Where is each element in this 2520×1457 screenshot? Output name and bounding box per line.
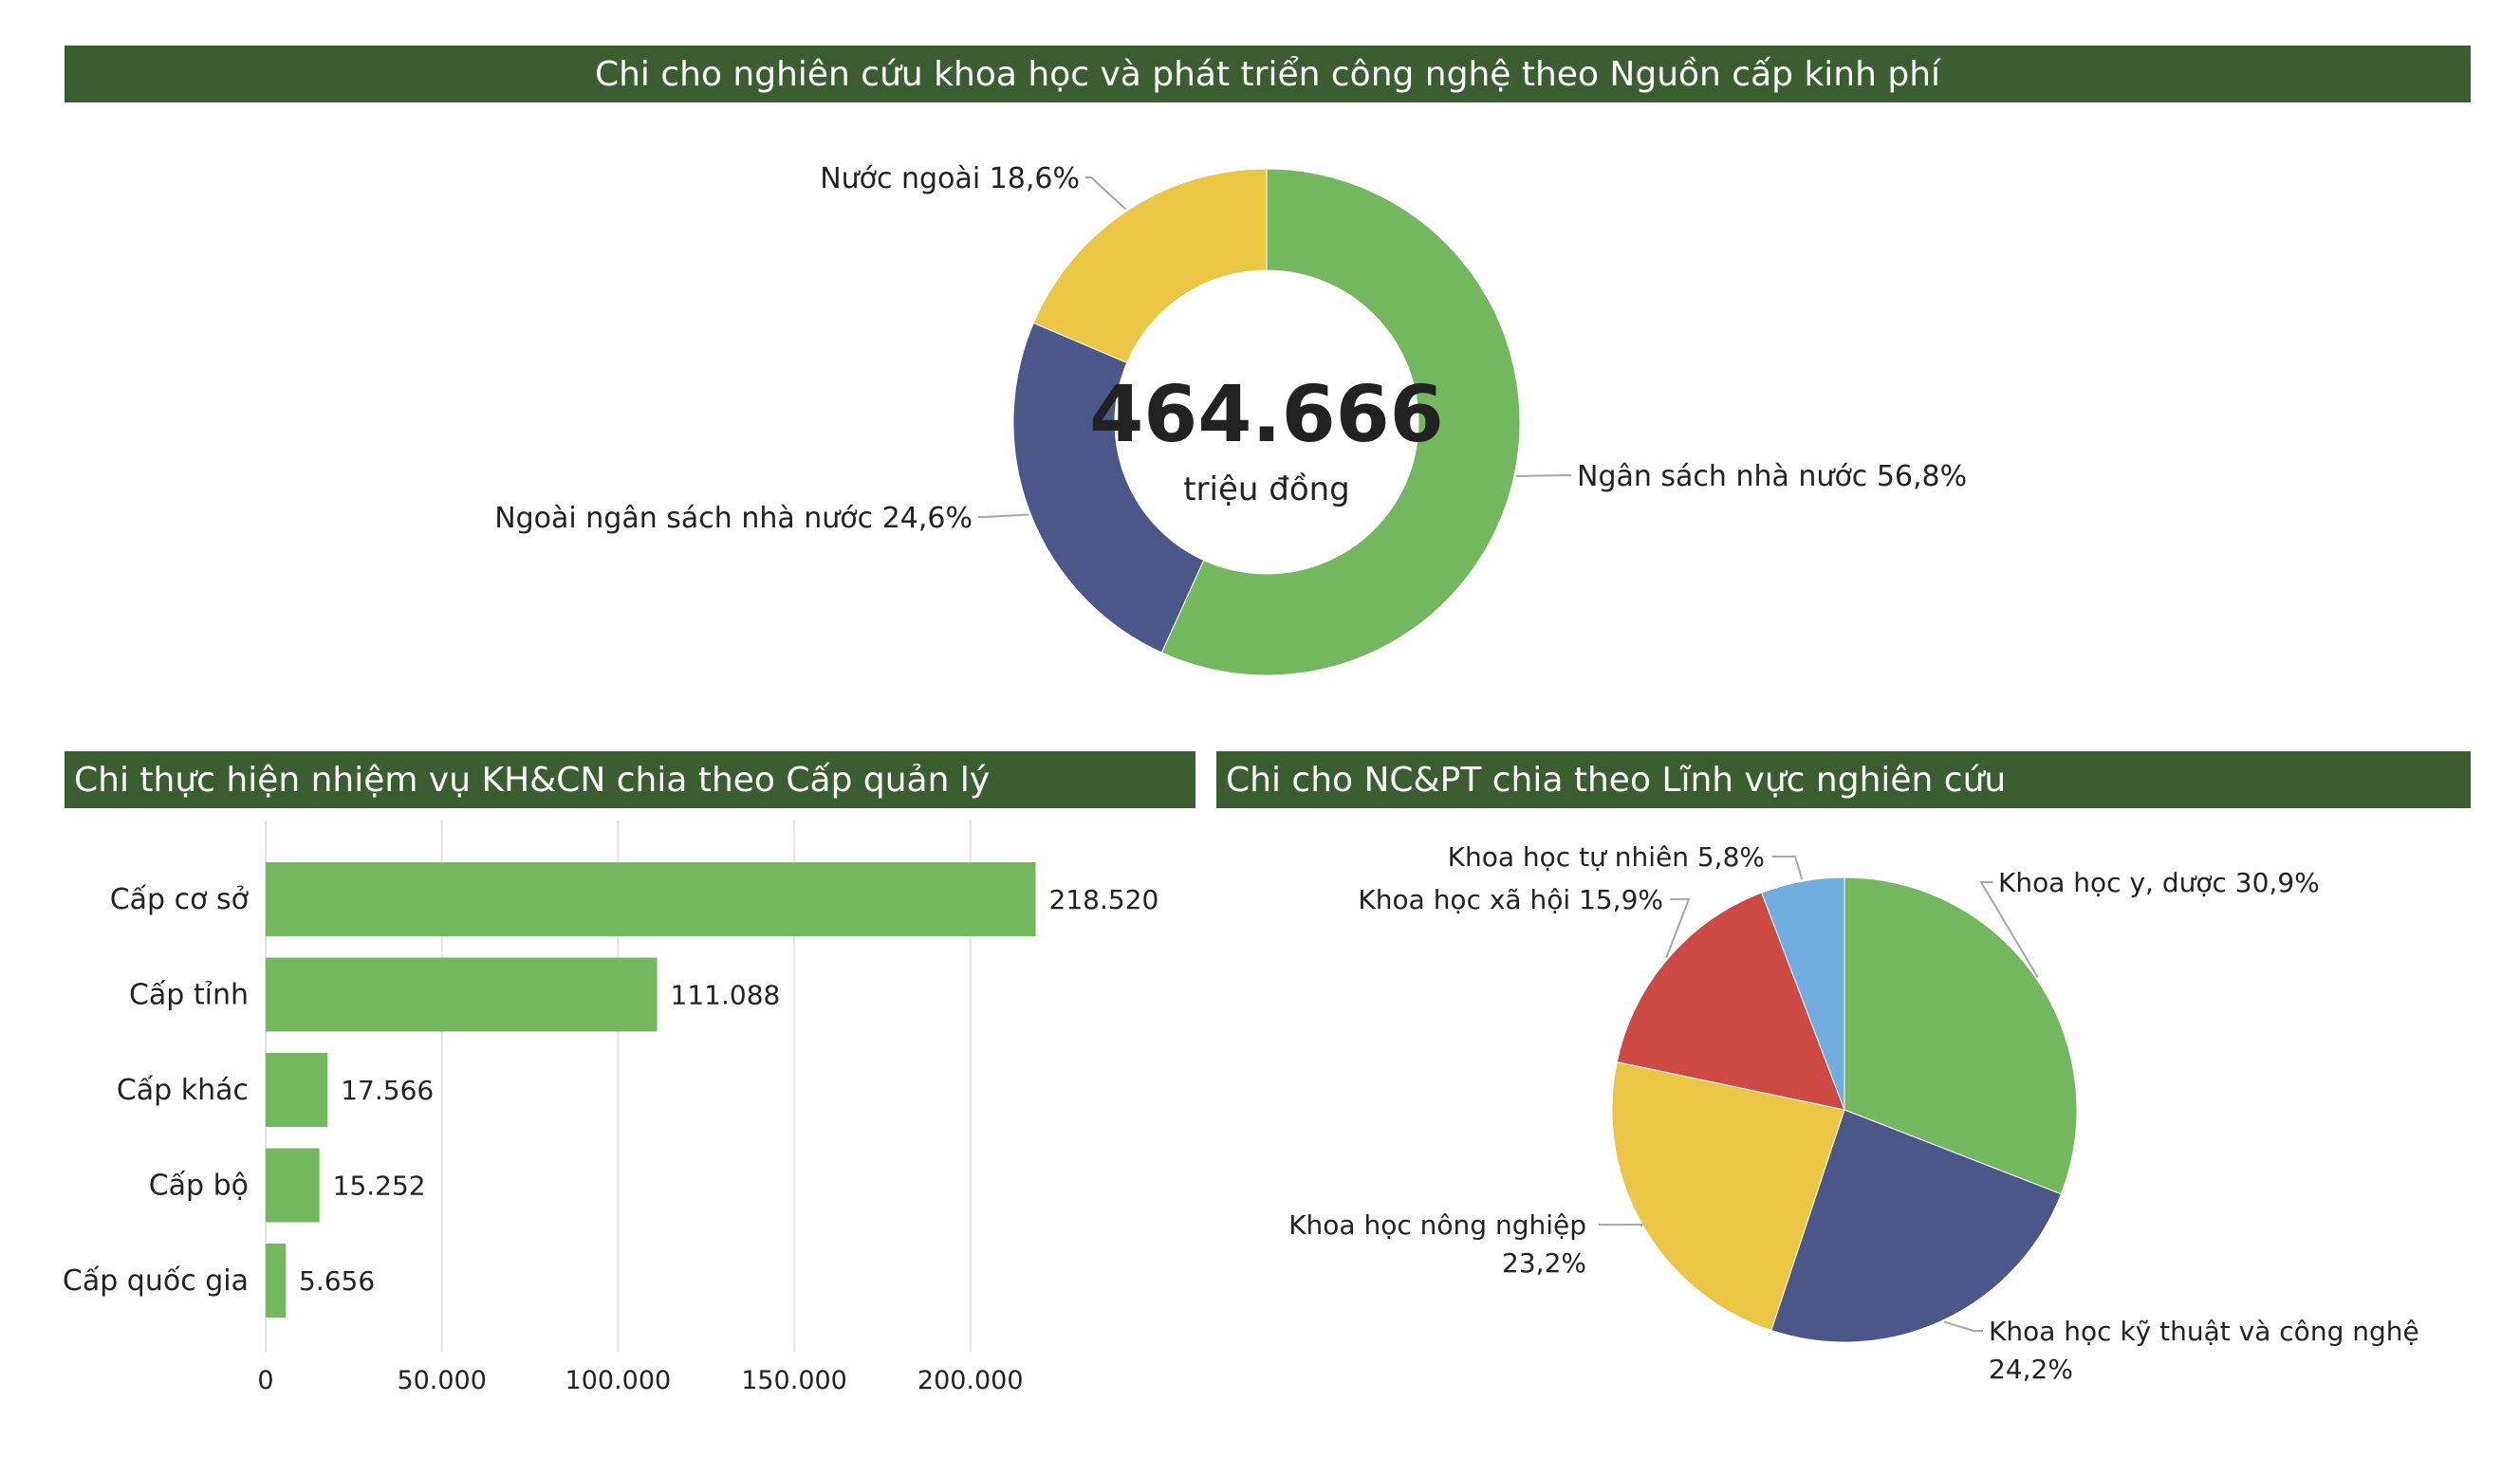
bar-chart-title: Chi thực hiện nhiệm vụ KH&CN chia theo C…	[74, 760, 991, 800]
pie-slice-label: Khoa học nông nghiệp 23,2%	[1288, 1209, 1586, 1279]
donut-slice-label: Ngoài ngân sách nhà nước 24,6%	[494, 502, 973, 535]
donut-center-value: 464.666	[1089, 370, 1443, 460]
bar-x-tick-label: 200.000	[917, 1366, 1024, 1395]
pie-chart-title: Chi cho NC&PT chia theo Lĩnh vực nghiên …	[1226, 760, 2007, 800]
bar-value-label: 5.656	[299, 1265, 375, 1297]
pie-slice	[1761, 876, 1845, 1111]
bar-category-label: Cấp cơ sở	[110, 883, 250, 916]
pie-slice	[1611, 1060, 1845, 1332]
pie-leader-line	[1665, 898, 1691, 958]
bar	[266, 1148, 320, 1223]
donut-slice-label: Ngân sách nhà nước 56,8%	[1577, 460, 1967, 493]
pie-slice	[1770, 1109, 2063, 1343]
bar	[266, 1053, 328, 1127]
bar-x-tick-label: 50.000	[397, 1366, 486, 1395]
pie-leader-line	[1772, 856, 1804, 880]
bar-value-label: 15.252	[333, 1171, 426, 1202]
bar-x-tick-label: 150.000	[741, 1366, 847, 1395]
pie-slice	[1616, 892, 1845, 1111]
bar-category-label: Cấp quốc gia	[63, 1264, 249, 1298]
bar-chart-title-banner: Chi thực hiện nhiệm vụ KH&CN chia theo C…	[65, 751, 1195, 808]
donut-slice	[1012, 322, 1205, 654]
pie-leader-line	[1943, 1320, 1983, 1332]
pie-leader-line	[1979, 881, 2039, 979]
donut-leader-line	[1515, 474, 1571, 478]
donut-chart: Ngân sách nhà nước 56,8% Ngoài ngân sách …	[494, 162, 1967, 676]
donut-slice	[1160, 168, 1521, 676]
bar	[266, 862, 1036, 936]
bar-category-label: Cấp bộ	[149, 1170, 249, 1203]
bar-x-tick-label: 0	[257, 1366, 273, 1395]
bar-x-tick-label: 100.000	[565, 1366, 672, 1395]
pie-leader-line	[1599, 1224, 1643, 1227]
bar-value-label: 17.566	[341, 1075, 434, 1106]
pie-slice	[1844, 876, 2078, 1195]
pie-chart-title-banner: Chi cho NC&PT chia theo Lĩnh vực nghiên …	[1216, 751, 2471, 808]
donut-leader-line	[978, 513, 1029, 518]
donut-leader-line	[1085, 176, 1127, 211]
donut-slice	[1032, 168, 1268, 364]
donut-chart-title: Chi cho nghiên cứu khoa học và phát triể…	[594, 54, 1941, 94]
pie-slice-label: Khoa học kỹ thuật và công nghệ 24,2%	[1989, 1316, 2419, 1385]
bar-category-label: Cấp tỉnh	[129, 979, 249, 1012]
donut-chart-title-banner: Chi cho nghiên cứu khoa học và phát triể…	[65, 46, 2471, 102]
pie-slice-label: Khoa học xã hội 15,9%	[1358, 884, 1663, 915]
pie-slice-label: Khoa học tự nhiên 5,8%	[1448, 841, 1765, 873]
donut-center-unit: triệu đồng	[1183, 470, 1350, 508]
bar-value-label: 111.088	[671, 980, 781, 1011]
donut-slice-label: Nước ngoài 18,6%	[820, 162, 1080, 195]
pie-slice-label: Khoa học y, dược 30,9%	[1998, 867, 2320, 898]
bar	[266, 1244, 287, 1318]
bar-category-label: Cấp khác	[117, 1074, 249, 1107]
bar-value-label: 218.520	[1049, 884, 1159, 915]
bar	[266, 957, 658, 1032]
